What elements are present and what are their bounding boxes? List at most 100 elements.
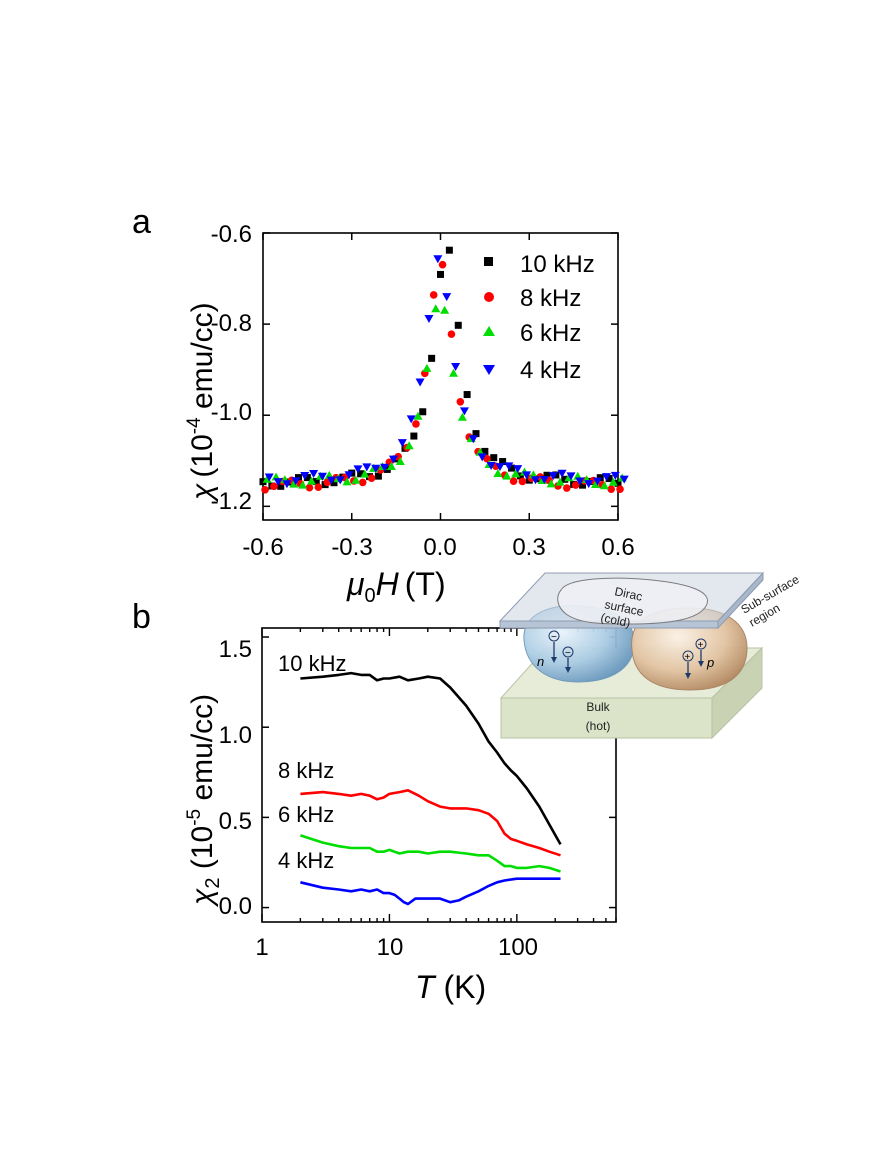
series-line-10khz bbox=[300, 671, 562, 846]
data-point-6khz bbox=[386, 462, 396, 471]
data-point-8khz bbox=[518, 477, 527, 486]
n-label: n bbox=[537, 654, 544, 669]
panel-b-letter: b bbox=[132, 598, 151, 636]
data-point-4khz bbox=[380, 463, 390, 472]
data-point-10khz bbox=[490, 454, 498, 462]
legend-marker-6khz bbox=[483, 326, 495, 336]
dirac-label-1: Dirac bbox=[613, 584, 643, 604]
data-point-10khz bbox=[605, 475, 613, 483]
b-ylabel-exp: -5 bbox=[184, 809, 205, 826]
data-point-6khz bbox=[422, 363, 432, 372]
legend-marker-4khz bbox=[483, 365, 495, 375]
data-point-6khz bbox=[395, 456, 405, 465]
hole-sign-1: + bbox=[685, 652, 691, 663]
data-point-10khz bbox=[410, 432, 418, 440]
bulk-label-2: (hot) bbox=[586, 719, 611, 733]
data-point-4khz bbox=[530, 476, 540, 485]
data-point-4khz bbox=[557, 469, 567, 478]
data-point-4khz bbox=[353, 465, 363, 474]
bulk-slab-side bbox=[711, 646, 763, 740]
data-point-10khz bbox=[374, 472, 382, 480]
data-point-10khz bbox=[357, 470, 365, 478]
electron-sign-1: − bbox=[551, 632, 557, 643]
data-point-8khz bbox=[509, 477, 518, 486]
data-point-10khz bbox=[428, 354, 436, 362]
spin-arrowhead-4 bbox=[698, 661, 704, 667]
dirac-label-3: (cold) bbox=[599, 610, 631, 630]
a-ylabel-pre: (10 bbox=[186, 434, 219, 477]
data-point-10khz bbox=[508, 464, 515, 472]
data-point-4khz bbox=[273, 478, 283, 487]
data-point-10khz bbox=[499, 458, 507, 466]
data-point-8khz bbox=[270, 482, 278, 491]
data-point-4khz bbox=[371, 464, 381, 473]
data-point-4khz bbox=[584, 480, 594, 489]
data-point-6khz bbox=[413, 411, 423, 420]
a-xtick-label: -0.6 bbox=[242, 534, 283, 561]
data-point-4khz bbox=[442, 293, 452, 302]
series-line-4khz bbox=[300, 877, 561, 906]
data-point-10khz bbox=[445, 246, 453, 254]
a-ylabel-chi: χ bbox=[186, 483, 219, 503]
b-xtick-label: 1 bbox=[255, 934, 268, 961]
a-xtick-label: 0.3 bbox=[512, 534, 545, 561]
panel-b-frame bbox=[261, 627, 617, 923]
b-ylabel-pre: (10 bbox=[186, 826, 219, 878]
hole-icon-1 bbox=[682, 650, 694, 662]
data-point-4khz bbox=[362, 463, 372, 472]
b-ytick-label: 1.5 bbox=[219, 636, 252, 663]
data-point-4khz bbox=[415, 378, 425, 387]
data-point-4khz bbox=[397, 439, 407, 448]
panel-a-x-ticks bbox=[262, 233, 619, 520]
data-point-8khz bbox=[314, 483, 323, 492]
data-point-8khz bbox=[616, 485, 624, 493]
legend-marker-8khz bbox=[484, 292, 494, 302]
legend-label-10khz: 10 kHz bbox=[520, 251, 595, 278]
data-point-10khz bbox=[579, 481, 586, 489]
data-point-8khz bbox=[367, 474, 376, 483]
a-xlabel-unit: (T) bbox=[405, 566, 446, 602]
data-point-4khz bbox=[601, 473, 611, 482]
data-point-10khz bbox=[614, 479, 622, 487]
data-point-6khz bbox=[502, 471, 512, 480]
data-point-4khz bbox=[317, 472, 327, 481]
data-point-4khz bbox=[459, 407, 469, 416]
data-point-10khz bbox=[481, 447, 489, 455]
legend-label-4khz: 4 kHz bbox=[520, 357, 581, 384]
series-line-8khz bbox=[300, 788, 561, 857]
data-point-4khz bbox=[548, 472, 558, 481]
data-point-6khz bbox=[546, 479, 556, 488]
a-ytick-label: -0.8 bbox=[211, 310, 252, 337]
panel-b-y-tick-labels: 1.5 1.0 0.5 0.0 bbox=[219, 636, 252, 920]
data-point-4khz bbox=[291, 477, 301, 486]
data-point-4khz bbox=[326, 476, 336, 485]
b-ylabel-post: emu/cc) bbox=[186, 694, 219, 809]
spin-arrowhead-2 bbox=[565, 667, 571, 673]
data-point-4khz bbox=[610, 471, 620, 480]
data-point-6khz bbox=[289, 479, 299, 488]
data-point-6khz bbox=[457, 412, 467, 421]
data-point-8khz bbox=[571, 481, 580, 489]
data-point-6khz bbox=[404, 441, 414, 450]
data-point-4khz bbox=[282, 480, 292, 489]
data-point-4khz bbox=[575, 477, 585, 486]
legend-label-8khz: 8 kHz bbox=[520, 285, 581, 312]
hole-icon-2 bbox=[695, 638, 707, 650]
data-point-6khz bbox=[298, 480, 308, 489]
a-ytick-label: -1.2 bbox=[211, 488, 252, 515]
data-point-10khz bbox=[454, 321, 462, 329]
data-point-6khz bbox=[599, 481, 609, 490]
data-point-4khz bbox=[424, 315, 434, 324]
bulk-label-1: Bulk bbox=[586, 700, 610, 714]
b-ylabel-chi: χ bbox=[186, 888, 219, 908]
b-xtick-label: 10 bbox=[377, 934, 404, 961]
a-xlabel-mu: μ bbox=[346, 566, 365, 602]
a-xlabel-sub: 0 bbox=[365, 585, 376, 607]
data-point-6khz bbox=[555, 477, 565, 486]
a-ylabel-exp: -4 bbox=[184, 417, 205, 434]
data-point-6khz bbox=[449, 368, 459, 377]
data-point-10khz bbox=[561, 475, 569, 483]
b-ytick-label: 0.5 bbox=[219, 808, 252, 835]
data-point-4khz bbox=[300, 472, 310, 481]
